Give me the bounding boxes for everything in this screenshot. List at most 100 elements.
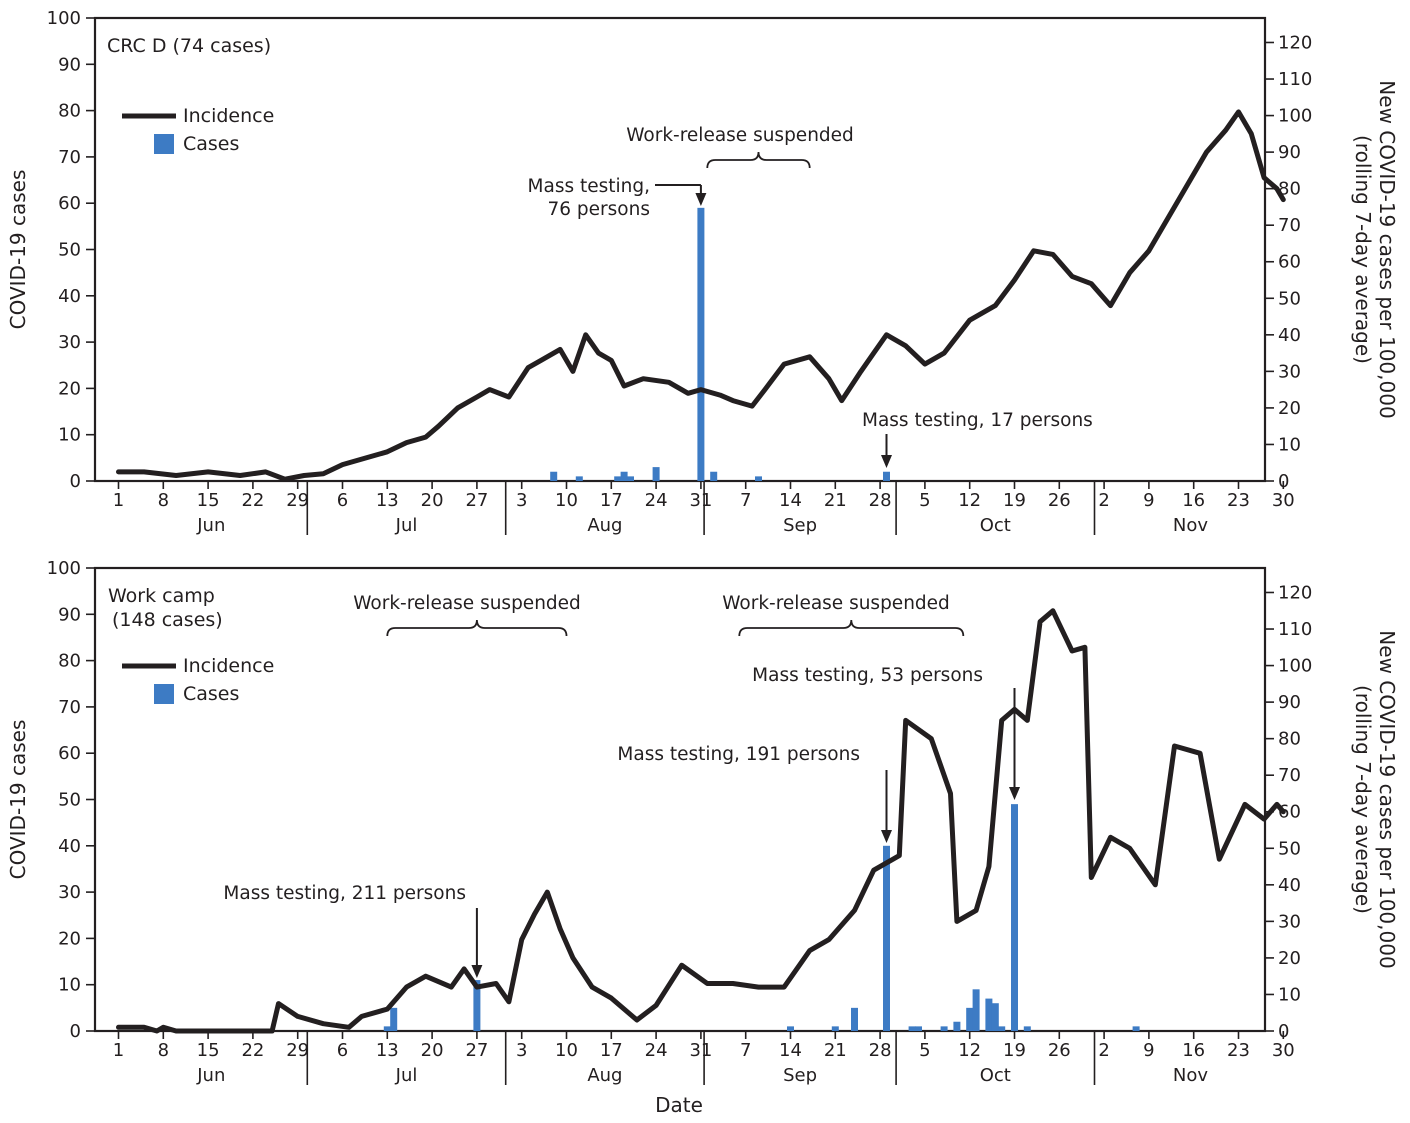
x-tick-label: 1 — [113, 490, 124, 511]
annotation-work-release-suspended: Work-release suspended — [626, 125, 854, 146]
arrow-mass-testing-191 — [881, 770, 892, 843]
x-tick-label: 17 — [600, 490, 623, 511]
x-tick-label: 26 — [1048, 490, 1071, 511]
right-y-tick-label: 10 — [1278, 434, 1301, 455]
arrow-mass-testing-211 — [471, 908, 483, 978]
x-tick-label: 7 — [740, 1040, 751, 1061]
arrow-mass-testing-53 — [1009, 688, 1020, 800]
case-bar — [473, 980, 481, 1031]
right-y-tick-label: 120 — [1278, 32, 1312, 53]
right-y-tick-label: 70 — [1278, 215, 1301, 236]
x-tick-label: 13 — [376, 490, 399, 511]
x-tick-label: 27 — [465, 1040, 488, 1061]
x-tick-label: 20 — [421, 490, 444, 511]
x-tick-label: 31 — [689, 1040, 712, 1061]
case-bar — [883, 471, 890, 481]
left-y-tick-label: 90 — [58, 54, 81, 75]
month-label: Sep — [783, 1065, 817, 1086]
left-y-tick-label: 30 — [58, 882, 81, 903]
legend-cases-label: Cases — [183, 683, 239, 705]
x-tick-label: 8 — [158, 1040, 169, 1061]
right-y-tick-label: 100 — [1278, 656, 1312, 677]
case-bar — [620, 471, 628, 481]
x-tick-label: 1 — [113, 1040, 124, 1061]
legend-cases-swatch — [154, 134, 174, 154]
x-tick-label: 23 — [1227, 490, 1250, 511]
case-bar — [755, 476, 762, 481]
panel-crc-d: CRC D (74 cases) Incidence Cases Mass te… — [6, 8, 1399, 536]
left-y-tick-label: 60 — [58, 193, 81, 214]
case-bar — [787, 1026, 794, 1031]
x-tick-label: 3 — [516, 490, 527, 511]
x-tick-label: 26 — [1048, 1040, 1071, 1061]
right-y-tick-label: 40 — [1278, 875, 1301, 896]
left-y-tick-label: 50 — [58, 790, 81, 811]
case-bar — [883, 845, 890, 1031]
arrow-mass-testing-17 — [881, 434, 892, 468]
annotation-work-release-suspended: Work-release suspended — [353, 593, 581, 614]
brace-work-release — [738, 619, 965, 637]
panel-work-camp-title: (148 cases) — [112, 609, 223, 631]
month-label: Aug — [587, 515, 622, 536]
right-y-tick-label: 110 — [1278, 619, 1312, 640]
right-y-tick-label: 50 — [1278, 838, 1301, 859]
right-y-tick-label: 30 — [1278, 911, 1301, 932]
right-y-tick-label: 70 — [1278, 765, 1301, 786]
case-bar — [1132, 1026, 1140, 1031]
x-axis-label: Date — [655, 1093, 703, 1117]
arrow-head — [695, 193, 707, 206]
x-tick-label: 29 — [286, 1040, 309, 1061]
x-tick-label: 14 — [779, 490, 802, 511]
legend: Incidence Cases — [122, 655, 274, 705]
right-y-tick-label: 60 — [1278, 252, 1301, 273]
case-bar — [991, 1003, 999, 1031]
panel-work-camp: Work camp (148 cases) Incidence Cases Ma… — [6, 558, 1399, 1086]
annotation-mass-testing-76: Mass testing, 76 persons — [528, 176, 650, 220]
right-y-tick-label: 100 — [1278, 106, 1312, 127]
legend: Incidence Cases — [122, 105, 274, 155]
arrow-head — [881, 455, 892, 468]
x-tick-label: 6 — [337, 490, 348, 511]
annotation-text: 76 persons — [548, 199, 650, 220]
case-bar — [575, 476, 583, 481]
left-y-tick-label: 90 — [58, 604, 81, 625]
left-y-tick-label: 80 — [58, 101, 81, 122]
right-y-tick-label: 20 — [1278, 948, 1301, 969]
x-tick-label: 28 — [869, 1040, 892, 1061]
month-label: Jun — [196, 515, 225, 536]
x-tick-label: 16 — [1182, 1040, 1205, 1061]
case-bar — [851, 1007, 858, 1031]
x-tick-label: 6 — [337, 1040, 348, 1061]
x-tick-label: 8 — [158, 490, 169, 511]
x-tick-label: 14 — [779, 1040, 802, 1061]
right-y-tick-label: 80 — [1278, 729, 1301, 750]
arrow-head — [881, 830, 892, 843]
month-label: Aug — [587, 1065, 622, 1086]
x-tick-label: 19 — [1003, 1040, 1026, 1061]
brace-work-release — [386, 619, 568, 637]
case-bar — [998, 1026, 1006, 1031]
legend-incidence-label: Incidence — [183, 655, 274, 677]
x-tick-label: 15 — [197, 1040, 220, 1061]
right-y-tick-label: 10 — [1278, 984, 1301, 1005]
case-bar — [697, 207, 705, 481]
right-y-tick-label: 20 — [1278, 398, 1301, 419]
annotation-work-release-suspended: Work-release suspended — [722, 593, 950, 614]
right-y-tick-label: 120 — [1278, 582, 1312, 603]
x-tick-label: 27 — [465, 490, 488, 511]
right-y-axis-label: New COVID-19 cases per 100,000 — [1375, 630, 1399, 968]
x-tick-label: 19 — [1003, 490, 1026, 511]
left-y-axis-label: COVID-19 cases — [6, 170, 30, 330]
left-y-tick-label: 80 — [58, 651, 81, 672]
right-y-tick-label: 90 — [1278, 142, 1301, 163]
legend-cases-swatch — [154, 684, 174, 704]
x-tick-label: 10 — [555, 1040, 578, 1061]
case-bar — [652, 467, 660, 481]
incidence-line — [116, 608, 1286, 1034]
month-label: Nov — [1173, 1065, 1208, 1086]
right-y-tick-label: 110 — [1278, 69, 1312, 90]
left-y-tick-label: 70 — [58, 697, 81, 718]
left-y-axis-label: COVID-19 cases — [6, 720, 30, 880]
x-tick-label: 7 — [740, 490, 751, 511]
x-tick-label: 13 — [376, 1040, 399, 1061]
